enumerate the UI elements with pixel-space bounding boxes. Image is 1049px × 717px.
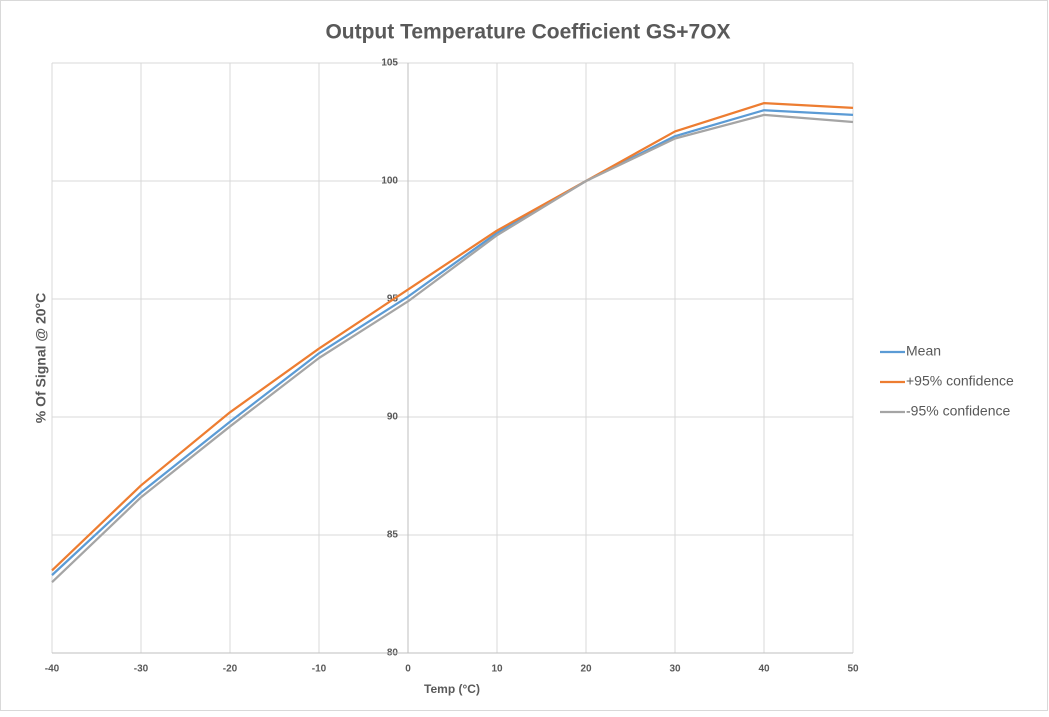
x-tick-label: 50 xyxy=(847,664,859,675)
x-tick-label: 30 xyxy=(669,664,681,675)
x-tick-label: -30 xyxy=(134,664,149,675)
y-axis-label: % Of Signal @ 20°C xyxy=(33,293,49,424)
y-tick-label: 85 xyxy=(387,530,399,541)
y-tick-label: 105 xyxy=(381,58,398,69)
legend-label: +95% confidence xyxy=(906,373,1014,389)
y-tick-label: 100 xyxy=(381,176,398,187)
legend-label: Mean xyxy=(906,343,941,359)
x-tick-label: -40 xyxy=(45,664,60,675)
legend-label: -95% confidence xyxy=(906,403,1011,419)
x-tick-label: 20 xyxy=(580,664,592,675)
series-line xyxy=(51,109,854,576)
x-tick-label: -20 xyxy=(223,664,238,675)
x-axis-label: Temp (°C) xyxy=(424,682,480,696)
series-line xyxy=(51,113,854,584)
series-line xyxy=(51,101,854,572)
x-tick-label: 10 xyxy=(491,664,503,675)
x-tick-label: 0 xyxy=(405,664,411,675)
y-tick-label: 90 xyxy=(387,412,399,423)
x-tick-label: -10 xyxy=(312,664,327,675)
chart-title: Output Temperature Coefficient GS+7OX xyxy=(325,21,730,44)
x-tick-label: 40 xyxy=(758,664,770,675)
